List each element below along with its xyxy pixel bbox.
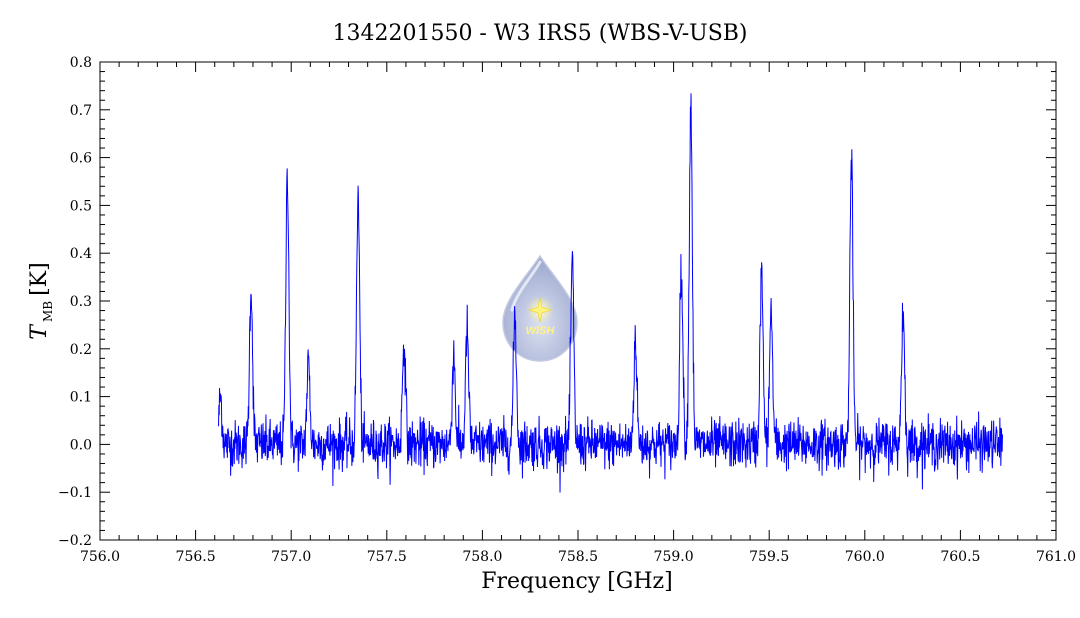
y-tick-label: 0.5 [70, 198, 92, 214]
x-tick-label: 757.5 [367, 549, 407, 565]
logo-text: WISH [526, 325, 556, 337]
y-tick-label: 0.1 [70, 390, 92, 406]
y-tick-label: 0.0 [70, 437, 92, 453]
x-tick-label: 757.0 [271, 549, 311, 565]
plot-frame [99, 61, 1057, 541]
svg-text:TMB[K]: TMB [K] [27, 262, 55, 339]
y-tick-label: 0.7 [70, 103, 92, 119]
x-tick-label: 760.0 [845, 549, 885, 565]
y-tick-label: −0.2 [58, 533, 92, 549]
wish-logo: WISH [502, 254, 578, 362]
y-axis-label-main: T [27, 323, 52, 340]
x-tick-label: 759.0 [654, 549, 694, 565]
x-tick-label: 756.5 [176, 549, 216, 565]
x-tick-label: 761.0 [1036, 549, 1076, 565]
chart-title: 1342201550 - W3 IRS5 (WBS-V-USB) [332, 21, 747, 46]
x-axis-ticks: 756.0 756.5 757.0 757.5 758.0 758.5 759.0 759.5… [80, 62, 1076, 565]
x-tick-label: 760.5 [940, 549, 980, 565]
y-axis-label-unit: [K] [27, 262, 52, 296]
drop-highlight [510, 260, 542, 312]
y-tick-label: 0.3 [70, 294, 92, 310]
y-tick-label: 0.6 [70, 151, 92, 167]
spectrum-line [218, 93, 1003, 493]
y-axis-label: TMB [K] [27, 262, 55, 339]
x-tick-label: 759.5 [749, 549, 789, 565]
y-tick-label: 0.8 [70, 55, 92, 71]
x-axis-label: Frequency [GHz] [481, 569, 673, 594]
y-axis-ticks: −0.2 −0.1 0.0 0.1 0.2 0.3 0.4 0.5 0.6 0.7 0.8 [58, 55, 1056, 549]
y-tick-label: −0.1 [58, 485, 92, 501]
x-tick-label: 758.5 [558, 549, 598, 565]
y-tick-label: 0.4 [70, 246, 92, 262]
x-tick-label: 756.0 [80, 549, 120, 565]
star-icon [528, 297, 552, 323]
y-tick-label: 0.2 [70, 342, 92, 358]
x-tick-label: 758.0 [462, 549, 502, 565]
y-axis-label-sub: MB [41, 301, 55, 322]
